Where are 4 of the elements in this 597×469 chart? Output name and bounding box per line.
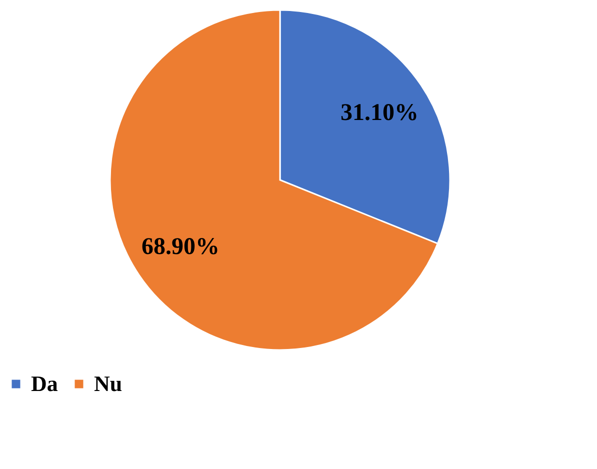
legend-label: Nu — [94, 371, 122, 396]
legend-label: Da — [31, 371, 58, 396]
data-label: 68.90% — [142, 234, 220, 260]
data-label: 31.10% — [340, 100, 418, 126]
